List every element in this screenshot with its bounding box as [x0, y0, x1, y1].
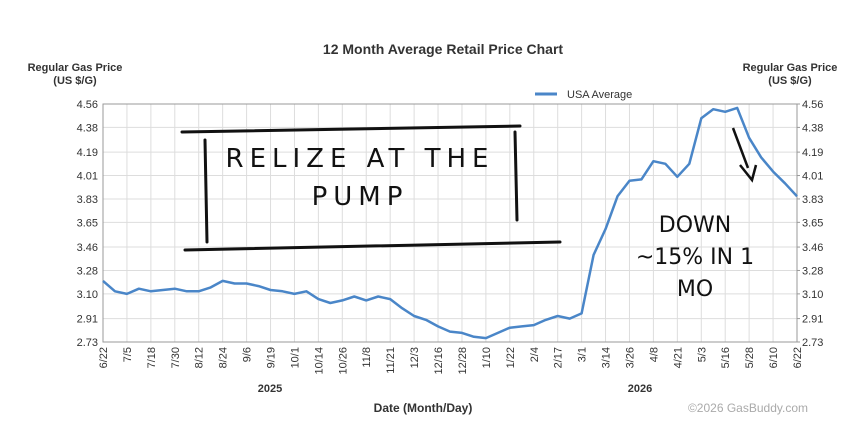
annotation-text: DOWN ~15% IN 1 MO — [635, 213, 755, 302]
y2-tick-label: 3.65 — [802, 217, 823, 229]
y2-tick-label: 2.73 — [802, 337, 823, 349]
y2-tick-label: 4.19 — [802, 147, 823, 159]
plot: 2.73 2.91 3.10 3.28 3.46 3.65 3.83 4.01 4.19 4.38… — [77, 89, 824, 375]
year-label: 2025 — [258, 383, 282, 395]
y-tick-label: 4.19 — [77, 147, 98, 159]
x-tick-label: 6/22 — [98, 347, 110, 368]
x-tick-label: 1/22 — [505, 347, 517, 368]
x-tick-label: 10/26 — [337, 347, 349, 375]
y2-tick-label: 3.10 — [802, 289, 823, 301]
x-tick-label: 2/17 — [553, 347, 565, 368]
y2-tick-label: 4.01 — [802, 171, 823, 183]
x-tick-label: 7/30 — [170, 347, 182, 368]
x-tick-label: 5/3 — [696, 347, 708, 362]
y2-tick-label: 3.28 — [802, 265, 823, 277]
y-axis-title-text: Regular Gas Price (US $/G) — [27, 62, 123, 87]
x-tick-label: 2/4 — [529, 347, 541, 362]
x-tick-label: 8/12 — [194, 347, 206, 368]
x-tick-label: 11/8 — [361, 347, 373, 368]
y2-tick-label: 4.56 — [802, 99, 823, 111]
x-tick-label: 9/6 — [242, 347, 254, 362]
x-tick-label: 5/16 — [720, 347, 732, 368]
x-tick-label: 10/1 — [289, 347, 301, 368]
y-tick-label: 3.28 — [77, 265, 98, 277]
y2-tick-label: 4.38 — [802, 122, 823, 134]
x-tick-label: 4/21 — [672, 347, 684, 368]
legend-label: USA Average — [567, 89, 632, 101]
x-tick-label: 3/26 — [624, 347, 636, 368]
x-tick-label: 7/5 — [122, 347, 134, 362]
y-tick-label: 3.83 — [77, 194, 98, 206]
credit: ©2026 GasBuddy.com — [688, 401, 808, 415]
y2-axis-title: Regular Gas Price (US $/G) — [742, 62, 838, 87]
y2-tick-label: 3.46 — [802, 242, 823, 254]
x-axis-title: Date (Month/Day) — [374, 401, 473, 415]
y-tick-label: 3.65 — [77, 217, 98, 229]
y-tick-label: 3.46 — [77, 242, 98, 254]
y-tick-label: 3.10 — [77, 289, 98, 301]
x-tick-label: 4/8 — [648, 347, 660, 362]
x-tick-label: 8/24 — [218, 347, 230, 368]
annotation-text: RELIZE AT THE PUMP — [225, 144, 495, 212]
chart-title: 12 Month Average Retail Price Chart — [323, 41, 563, 57]
x-tick-label: 7/18 — [146, 347, 158, 368]
x-tick-label: 12/28 — [457, 347, 469, 375]
y-tick-label: 4.01 — [77, 171, 98, 183]
x-tick-label: 3/1 — [577, 347, 589, 362]
x-tick-label: 1/10 — [481, 347, 493, 368]
annotation: RELIZE AT THE PUMP — [225, 144, 495, 212]
x-tick-label: 9/19 — [266, 347, 278, 368]
y-tick-label: 4.38 — [77, 122, 98, 134]
x-tick-label: 12/3 — [409, 347, 421, 368]
annotation-arrow — [731, 127, 758, 183]
y-axis-title: Regular Gas Price (US $/G) — [27, 62, 123, 87]
x-tick-label: 10/14 — [313, 347, 325, 375]
y-tick-label: 4.56 — [77, 99, 98, 111]
annotation: DOWN ~15% IN 1 MO — [635, 213, 755, 302]
x-tick-label: 12/16 — [433, 347, 445, 375]
x-tick-label: 6/10 — [768, 347, 780, 368]
line-series — [102, 106, 798, 340]
y-tick-label: 2.91 — [77, 314, 98, 326]
x-tick-label: 6/22 — [792, 347, 804, 368]
y2-axis-title-text: Regular Gas Price (US $/G) — [742, 62, 838, 87]
plot-border — [102, 103, 798, 343]
x-tick-label: 3/14 — [601, 347, 613, 368]
y-tick-label: 2.73 — [77, 337, 98, 349]
y2-tick-label: 2.91 — [802, 314, 823, 326]
x-tick-label: 5/28 — [744, 347, 756, 368]
year-label: 2026 — [628, 383, 652, 395]
annotation-box — [180, 124, 562, 252]
y2-tick-label: 3.83 — [802, 194, 823, 206]
x-tick-label: 11/21 — [385, 347, 397, 374]
